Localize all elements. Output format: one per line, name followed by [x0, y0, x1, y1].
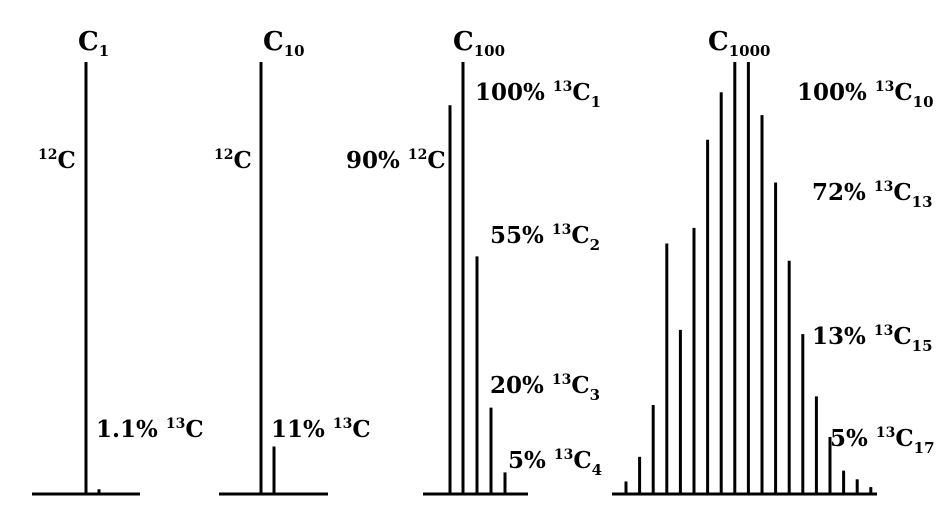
peak-label-panel-3-1-part-1: 12: [408, 147, 427, 163]
peak-label-panel-3-5-part-3: 4: [592, 461, 602, 479]
peak-label-panel-3-5-part-2: C: [573, 447, 591, 474]
panel-title-main-4: C: [708, 27, 729, 57]
peak-label-panel-2-2-part-1: 13: [333, 416, 352, 432]
peak-label-panel-4-3-part-1: 13: [874, 323, 893, 339]
peak-label-panel-1-2-part-2: C: [185, 416, 203, 443]
peak-label-panel-4-3-part-3: 15: [912, 337, 933, 355]
panel-title-subscript-4: 1000: [729, 42, 771, 60]
peaks: [84, 62, 873, 494]
peak-label-panel-4-4-part-2: C: [895, 425, 913, 452]
peak-label-panel-4-1-part-0: 100%: [797, 79, 875, 106]
peak-label-panel-4-2: 72% 13C13: [812, 179, 933, 211]
peak-label-panel-3-3-part-2: C: [571, 222, 589, 249]
peak-label-panel-1-2: 1.1% 13C: [96, 416, 204, 443]
peak-label-panel-3-4-part-3: 3: [590, 386, 600, 404]
peak-label-panel-2-1-part-1: C: [233, 147, 251, 174]
peak-label-panel-4-1-part-2: C: [894, 79, 912, 106]
peak-label-panel-3-2-part-3: 1: [591, 93, 601, 111]
panel-title-1: C1: [78, 27, 109, 60]
peak-label-panel-3-4: 20% 13C3: [490, 372, 600, 404]
peak-label-panel-3-3-part-3: 2: [590, 236, 600, 254]
peak-label-panel-3-2-part-1: 13: [553, 79, 572, 95]
peak-label-panel-3-4-part-0: 20%: [490, 372, 552, 399]
peak-label-panel-4-1-part-1: 13: [875, 79, 894, 95]
peak-label-panel-3-1-part-2: C: [427, 147, 445, 174]
peak-label-panel-4-3-part-0: 13%: [812, 323, 874, 350]
peak-label-panel-4-2-part-3: 13: [912, 193, 933, 211]
panel-title-subscript-2: 10: [284, 42, 305, 60]
panel-title-4: C1000: [708, 27, 770, 60]
panel-title-main-1: C: [78, 27, 99, 57]
peak-label-panel-3-2-part-2: C: [572, 79, 590, 106]
panel-title-subscript-3: 100: [474, 42, 505, 60]
peak-label-panel-4-4-part-0: 5%: [830, 425, 876, 452]
peak-label-panel-1-2-part-0: 1.1%: [96, 416, 166, 443]
peak-label-panel-1-2-part-1: 13: [166, 416, 185, 432]
panel-title-main-2: C: [263, 27, 284, 57]
peak-label-panel-3-2-part-0: 100%: [475, 79, 553, 106]
peak-label-panel-3-3: 55% 13C2: [490, 222, 600, 254]
peak-label-panel-1-1-part-1: C: [57, 147, 75, 174]
peak-label-panel-3-4-part-1: 13: [552, 372, 571, 388]
peak-label-panel-4-2-part-1: 13: [874, 179, 893, 195]
peak-label-panel-2-1-part-0: 12: [214, 147, 233, 163]
peak-label-panel-2-1: 12C: [214, 147, 252, 174]
peak-label-panel-3-1-part-0: 90%: [346, 147, 408, 174]
peak-label-panel-4-2-part-2: C: [893, 179, 911, 206]
peak-label-panel-3-1: 90% 12C: [346, 147, 446, 174]
peak-label-panel-4-4: 5% 13C17: [830, 425, 935, 457]
panel-title-3: C100: [453, 27, 505, 60]
peak-label-panel-2-2: 11% 13C: [271, 416, 371, 443]
peak-label-panel-4-2-part-0: 72%: [812, 179, 874, 206]
peak-label-panel-4-1: 100% 13C10: [797, 79, 934, 111]
peak-label-panel-3-3-part-0: 55%: [490, 222, 552, 249]
peak-label-panel-3-5-part-1: 13: [554, 447, 573, 463]
peak-label-panel-4-3-part-2: C: [893, 323, 911, 350]
peak-label-panel-2-2-part-0: 11%: [271, 416, 333, 443]
peak-label-panel-3-5: 5% 13C4: [508, 447, 602, 479]
peak-label-panel-4-4-part-3: 17: [914, 439, 935, 457]
peak-label-panel-3-4-part-2: C: [571, 372, 589, 399]
peak-label-panel-2-2-part-2: C: [352, 416, 370, 443]
peak-label-panel-3-3-part-1: 13: [552, 222, 571, 238]
peak-label-panel-3-2: 100% 13C1: [475, 79, 601, 111]
peak-label-panel-4-1-part-3: 10: [913, 93, 934, 111]
peak-label-panel-3-5-part-0: 5%: [508, 447, 554, 474]
peak-label-panel-4-4-part-1: 13: [876, 425, 895, 441]
peak-label-panel-1-1: 12C: [38, 147, 76, 174]
peak-label-panel-4-3: 13% 13C15: [812, 323, 933, 355]
peak-label-panel-1-1-part-0: 12: [38, 147, 57, 163]
panel-title-main-3: C: [453, 27, 474, 57]
panel-title-2: C10: [263, 27, 305, 60]
panel-title-subscript-1: 1: [99, 42, 109, 60]
